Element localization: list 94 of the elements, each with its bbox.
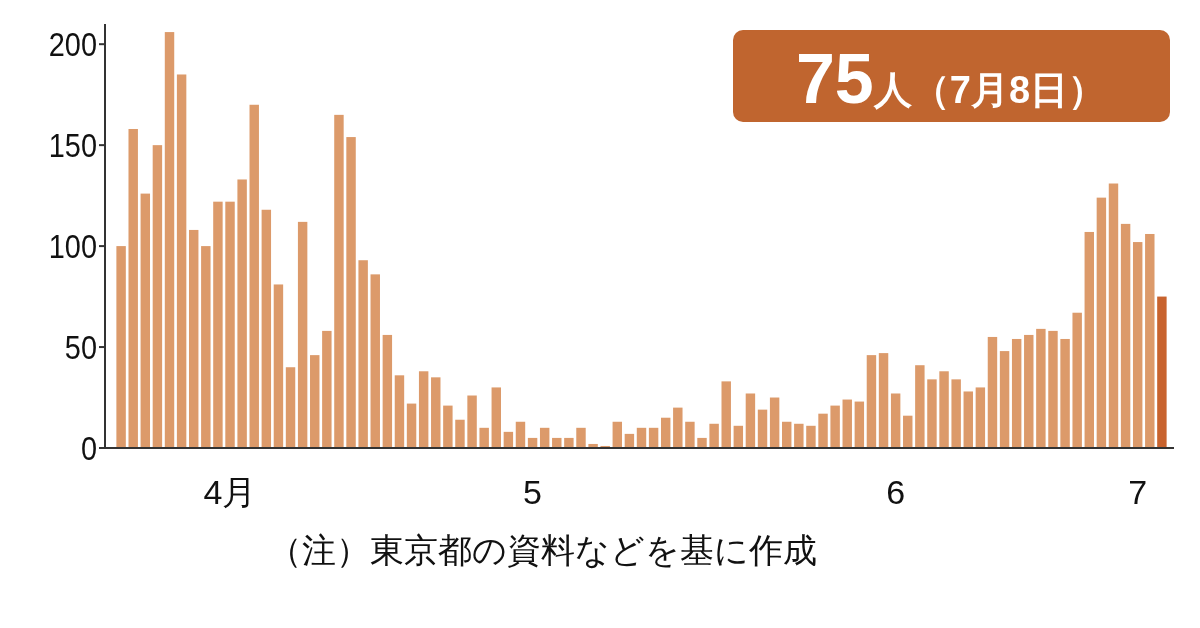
bar <box>648 427 659 448</box>
bar <box>842 399 852 448</box>
bar <box>576 427 586 448</box>
bar <box>794 423 804 448</box>
bar <box>806 425 816 448</box>
bar <box>636 427 647 448</box>
bar <box>1048 330 1058 448</box>
y-tick-label: 100 <box>48 226 97 266</box>
bar <box>394 375 405 448</box>
bar <box>709 423 719 448</box>
bar <box>249 104 259 448</box>
bar <box>612 421 623 448</box>
bar <box>745 393 756 448</box>
callout: 75人（7月8日） <box>733 30 1170 122</box>
bar <box>225 201 235 448</box>
bar <box>1120 223 1131 448</box>
bar <box>164 32 175 448</box>
bar <box>479 427 489 448</box>
bar <box>890 393 901 448</box>
bar <box>455 419 465 448</box>
bar <box>1157 296 1167 448</box>
bar <box>927 379 937 448</box>
bar <box>467 395 477 448</box>
bar <box>1108 183 1119 448</box>
bar <box>346 137 356 448</box>
bar <box>1132 242 1143 448</box>
annotation: 75人（7月8日） <box>795 40 1107 118</box>
bar <box>769 397 780 448</box>
bar <box>685 421 695 448</box>
bar <box>370 274 380 448</box>
x-tick-label: 4月 <box>203 473 257 511</box>
bar <box>660 417 671 448</box>
y-tick-label: 0 <box>80 428 97 468</box>
bar <box>213 201 223 448</box>
bar <box>999 351 1010 448</box>
bar <box>491 387 501 448</box>
bar <box>782 421 792 448</box>
bar <box>757 409 768 448</box>
bar <box>431 377 441 448</box>
y-tick-label: 200 <box>48 24 97 64</box>
bar <box>443 405 453 448</box>
x-tick-label: 6 <box>886 473 906 511</box>
bar <box>1011 338 1022 448</box>
bar <box>201 246 211 448</box>
bar <box>334 114 344 448</box>
bar <box>128 128 138 448</box>
bar <box>963 391 973 448</box>
bar <box>176 74 187 448</box>
bar <box>261 209 272 448</box>
x-tick-label: 5 <box>523 473 543 511</box>
bar <box>552 437 562 448</box>
bar <box>297 221 308 448</box>
bar <box>1024 334 1034 448</box>
bar <box>975 387 986 448</box>
bar <box>1084 231 1094 448</box>
bar <box>564 437 574 448</box>
bar <box>322 330 332 448</box>
bar <box>1145 233 1155 448</box>
bar <box>358 260 368 448</box>
y-tick-label: 150 <box>48 125 97 165</box>
bar <box>539 427 550 448</box>
y-tick-label: 50 <box>64 327 97 367</box>
bar <box>418 371 429 448</box>
bar <box>237 179 247 448</box>
bar <box>830 405 840 448</box>
bar <box>140 193 151 448</box>
bar <box>1096 197 1107 448</box>
bar <box>903 415 913 448</box>
bar <box>1072 312 1082 448</box>
bar <box>939 371 949 448</box>
bar <box>310 355 320 448</box>
bar <box>1060 338 1070 448</box>
x-tick-label: 7 <box>1128 473 1148 511</box>
bar <box>866 355 877 448</box>
bar <box>673 407 683 448</box>
bar <box>987 336 998 448</box>
bar <box>116 246 126 448</box>
bar <box>733 425 744 448</box>
bar <box>406 403 417 448</box>
bar <box>285 367 296 448</box>
bar <box>854 401 865 448</box>
bar <box>515 421 526 448</box>
bar <box>382 334 393 448</box>
bar <box>951 379 961 448</box>
text: （注）東京都の資料などを基に作成 <box>268 531 817 569</box>
bar <box>721 381 731 448</box>
bar <box>818 413 828 448</box>
bar <box>152 145 163 448</box>
bar <box>915 365 925 448</box>
bar <box>189 229 199 448</box>
bar <box>697 437 707 448</box>
bar <box>878 353 889 448</box>
bar <box>1036 328 1046 448</box>
bar <box>273 284 284 448</box>
